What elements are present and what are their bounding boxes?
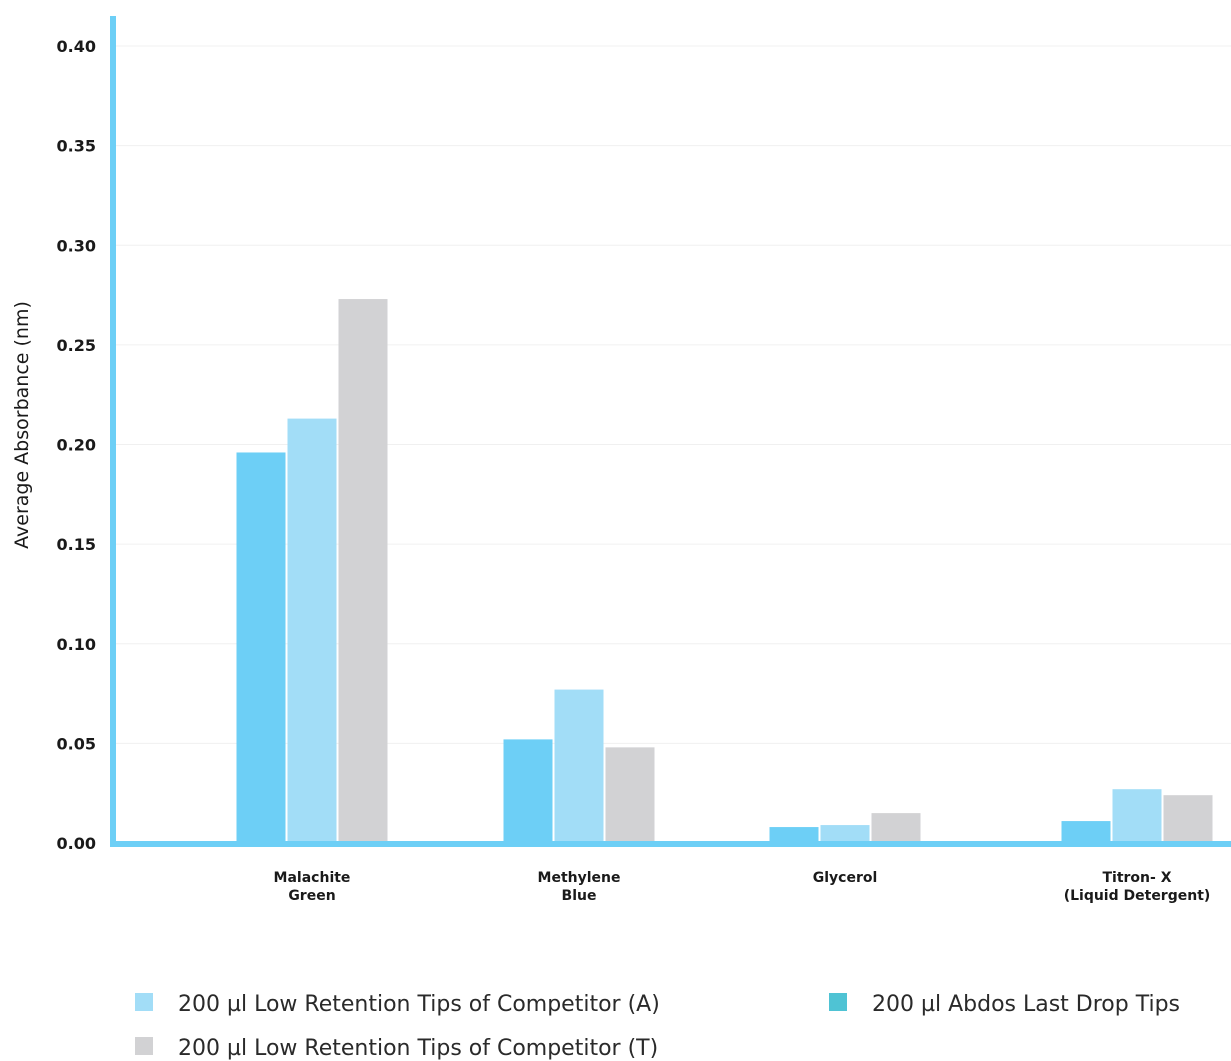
bars	[236, 299, 1213, 843]
axes	[110, 16, 1231, 847]
x-axis-line	[110, 841, 1231, 847]
legend-swatch	[135, 993, 153, 1011]
legend-swatch	[135, 1037, 153, 1055]
bar	[1112, 789, 1162, 843]
x-tick-label: Titron- X (Liquid Detergent)	[1064, 870, 1211, 904]
bar	[236, 452, 286, 843]
legend-label: 200 µl Abdos Last Drop Tips	[872, 992, 1180, 1017]
bar	[605, 747, 655, 843]
legend-label: 200 µl Low Retention Tips of Competitor …	[178, 992, 660, 1017]
x-tick-label: Methylene Blue	[538, 870, 621, 904]
legend-item: 200 µl Abdos Last Drop Tips	[829, 992, 1180, 1017]
bar	[287, 418, 337, 843]
bar	[769, 827, 819, 843]
x-tick-label: Glycerol	[813, 870, 878, 886]
legend-item: 200 µl Low Retention Tips of Competitor …	[135, 992, 660, 1017]
bar	[1061, 821, 1111, 843]
y-tick-label: 0.25	[57, 336, 96, 355]
legend: 200 µl Abdos Last Drop Tips 200 µl Low Re…	[135, 992, 1180, 1061]
bar	[338, 299, 388, 843]
bar	[554, 689, 604, 843]
y-tick-label: 0.00	[57, 834, 96, 853]
y-tick-label: 0.10	[57, 635, 96, 654]
bar	[820, 825, 870, 843]
y-tick-label: 0.40	[57, 37, 96, 56]
y-axis-line	[110, 16, 116, 846]
category-labels: Malachite Green Methylene Blue Glycerol Titro…	[274, 870, 1211, 904]
legend-swatch	[829, 993, 847, 1011]
y-tick-label: 0.15	[57, 535, 96, 554]
y-tick-label: 0.35	[57, 137, 96, 156]
bar	[871, 813, 921, 843]
y-axis-title: Average Absorbance (nm)	[11, 301, 33, 549]
y-tick-label: 0.05	[57, 734, 96, 753]
bar	[1163, 795, 1213, 843]
y-tick-label: 0.30	[57, 236, 96, 255]
legend-item: 200 µl Low Retention Tips of Competitor …	[135, 1036, 658, 1061]
y-tick-labels: 0.00 0.05 0.10 0.15 0.20 0.25 0.30 0.35 0.40	[57, 37, 96, 853]
x-tick-label: Malachite Green	[274, 870, 351, 904]
legend-label: 200 µl Low Retention Tips of Competitor …	[178, 1036, 658, 1061]
bar	[503, 739, 553, 843]
y-tick-label: 0.20	[57, 436, 96, 455]
